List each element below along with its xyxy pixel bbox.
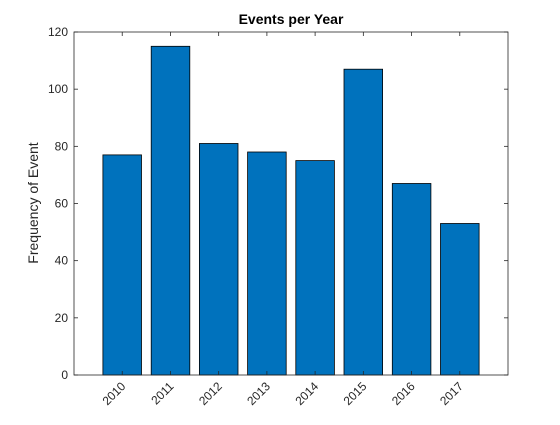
bar-2016: [391, 183, 432, 376]
x-tick-label: 2017: [437, 379, 466, 408]
y-tick-label: 40: [55, 254, 69, 268]
y-tick-label: 0: [61, 368, 68, 382]
bar-2015: [343, 68, 383, 376]
bar-2013: [247, 151, 287, 376]
bar-2010: [102, 154, 142, 376]
x-tick-label: 2013: [244, 379, 273, 408]
y-tick-label: 120: [48, 25, 68, 39]
y-tick-label: 80: [55, 139, 69, 153]
bar-2012: [198, 143, 239, 376]
bar-2017: [440, 223, 480, 376]
x-tick-label: 2014: [292, 379, 321, 408]
bar-2014: [295, 160, 335, 376]
y-tick-label: 20: [55, 311, 69, 325]
bar-2011: [150, 45, 191, 376]
x-tick-label: 2012: [196, 379, 225, 408]
x-tick-label: 2015: [341, 379, 370, 408]
x-tick-label: 2010: [100, 379, 129, 408]
x-tick-label: 2011: [148, 379, 176, 407]
plot-area: 0 20 40 60 80 100 120 2010 2011 2012 2013 2014 2015 2…: [48, 25, 509, 408]
y-tick-label: 100: [48, 82, 68, 96]
y-tick-label: 60: [55, 197, 69, 211]
chart-title: Events per Year: [239, 11, 344, 27]
y-axis-label: Frequency of Event: [25, 142, 41, 264]
x-tick-label: 2016: [389, 379, 418, 408]
